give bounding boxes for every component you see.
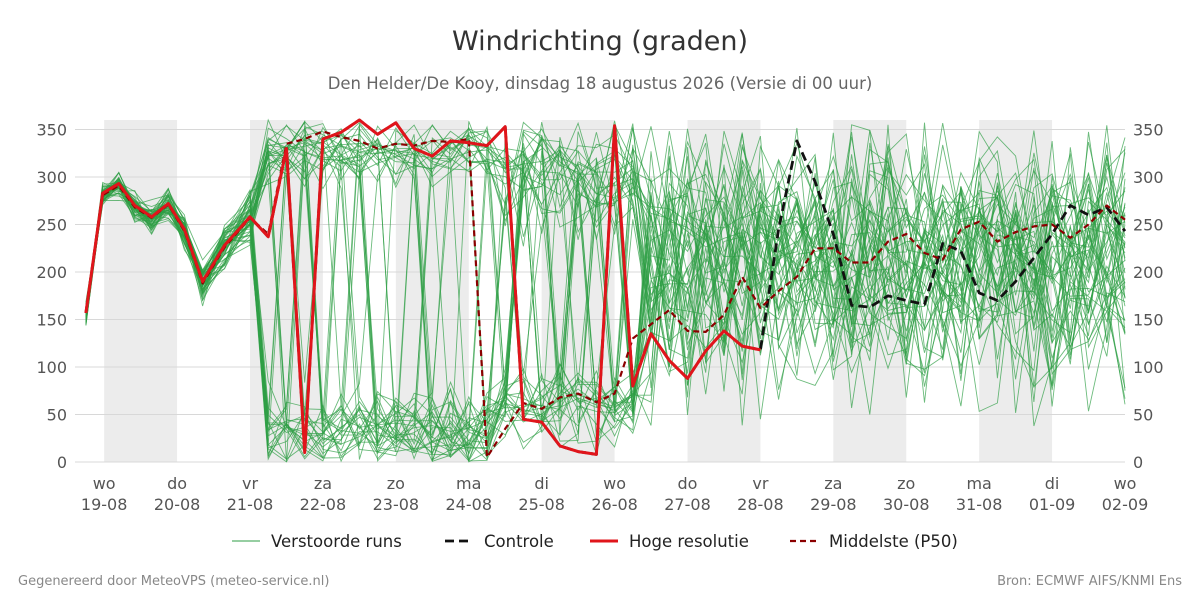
x-tick-day: wo [1114, 474, 1137, 493]
y-tick-label-left: 50 [47, 406, 67, 425]
x-tick-day: vr [242, 474, 258, 493]
legend-item-ctrl: Controle [445, 532, 554, 551]
x-tick: wo 02-09 [1102, 474, 1149, 514]
x-tick-day: ma [966, 474, 991, 493]
legend: Verstoorde runs Controle Hoge resolutie Mid… [232, 532, 958, 551]
x-tick-day: ma [456, 474, 481, 493]
x-tick-date: 28-08 [737, 495, 784, 514]
x-tick-day: za [824, 474, 842, 493]
x-tick-date: 20-08 [154, 495, 201, 514]
x-tick-date: 22-08 [300, 495, 347, 514]
x-tick-day: zo [897, 474, 915, 493]
legend-label: Verstoorde runs [271, 532, 402, 551]
footer-generated-by: Gegenereerd door MeteoVPS (meteo-service… [18, 574, 329, 589]
x-tick: zo 30-08 [883, 474, 930, 514]
x-axis: wo 19-08 do 20-08 vr 21-08 za 22-08 zo 23-08 ma 24-… [81, 474, 1148, 514]
x-tick-day: wo [603, 474, 626, 493]
ensemble-run-line [85, 123, 1126, 353]
x-tick: di 25-08 [518, 474, 565, 514]
y-tick-label-left: 350 [36, 121, 67, 140]
x-tick-date: 01-09 [1029, 495, 1076, 514]
x-tick: ma 31-08 [956, 474, 1003, 514]
x-tick: zo 23-08 [373, 474, 420, 514]
x-tick: wo 26-08 [591, 474, 638, 514]
ensemble-run-line [85, 125, 1126, 462]
footer-source: Bron: ECMWF AIFS/KNMI Ens [997, 574, 1182, 589]
x-tick-date: 24-08 [446, 495, 493, 514]
y-tick-label-right: 0 [1133, 453, 1143, 472]
ensemble-run-line [85, 126, 1126, 458]
y-tick-label-left: 200 [36, 263, 67, 282]
legend-label: Hoge resolutie [629, 532, 749, 551]
y-tick-label-right: 200 [1133, 263, 1164, 282]
x-tick-date: 29-08 [810, 495, 857, 514]
x-tick: ma 24-08 [446, 474, 493, 514]
x-tick-date: 31-08 [956, 495, 1003, 514]
x-tick-day: do [678, 474, 698, 493]
x-tick-day: zo [387, 474, 405, 493]
ensemble-run-line [85, 119, 1126, 442]
y-tick-label-right: 100 [1133, 358, 1164, 377]
y-tick-label-right: 50 [1133, 406, 1153, 425]
x-tick-day: di [1045, 474, 1060, 493]
x-tick: za 29-08 [810, 474, 857, 514]
series-line-hres [84, 118, 761, 456]
x-tick-date: 21-08 [227, 495, 274, 514]
x-tick-date: 23-08 [373, 495, 420, 514]
x-tick: di 01-09 [1029, 474, 1076, 514]
main-series [84, 118, 1127, 459]
legend-label: Middelste (P50) [829, 532, 958, 551]
chart-subtitle: Den Helder/De Kooy, dinsdag 18 augustus … [328, 74, 873, 93]
legend-item-p50: Middelste (P50) [790, 532, 958, 551]
chart-title: Windrichting (graden) [452, 26, 748, 57]
legend-label: Controle [484, 532, 554, 551]
x-tick-date: 30-08 [883, 495, 930, 514]
ensemble-run-line [85, 146, 1126, 451]
y-tick-label-left: 100 [36, 358, 67, 377]
y-tick-label-left: 300 [36, 168, 67, 187]
x-tick-date: 25-08 [518, 495, 565, 514]
ensemble-run-line [85, 130, 1126, 452]
y-tick-label-right: 350 [1133, 121, 1164, 140]
y-tick-label-left: 250 [36, 216, 67, 235]
legend-item-ens: Verstoorde runs [232, 532, 402, 551]
y-tick-label-left: 0 [57, 453, 67, 472]
x-tick-day: di [534, 474, 549, 493]
x-tick: do 27-08 [664, 474, 711, 514]
x-tick-day: za [314, 474, 332, 493]
x-tick: vr 21-08 [227, 474, 274, 514]
ensemble-run-line [85, 129, 1126, 456]
night-band [104, 120, 178, 462]
x-tick-day: wo [93, 474, 116, 493]
y-axis-right: 0 50 100 150 200 250 300 350 [1133, 121, 1164, 473]
y-tick-label-right: 150 [1133, 311, 1164, 330]
legend-item-hres: Hoge resolutie [590, 532, 749, 551]
x-tick-day: do [167, 474, 187, 493]
y-tick-label-left: 150 [36, 311, 67, 330]
x-tick-date: 26-08 [591, 495, 638, 514]
x-tick: wo 19-08 [81, 474, 128, 514]
x-tick-date: 27-08 [664, 495, 711, 514]
x-tick-date: 02-09 [1102, 495, 1149, 514]
y-tick-label-right: 250 [1133, 216, 1164, 235]
x-tick: za 22-08 [300, 474, 347, 514]
x-tick-date: 19-08 [81, 495, 128, 514]
x-tick: do 20-08 [154, 474, 201, 514]
x-tick: vr 28-08 [737, 474, 784, 514]
y-tick-label-right: 300 [1133, 168, 1164, 187]
y-axis-left: 0 50 100 150 200 250 300 350 [36, 121, 67, 473]
x-tick-day: vr [752, 474, 768, 493]
